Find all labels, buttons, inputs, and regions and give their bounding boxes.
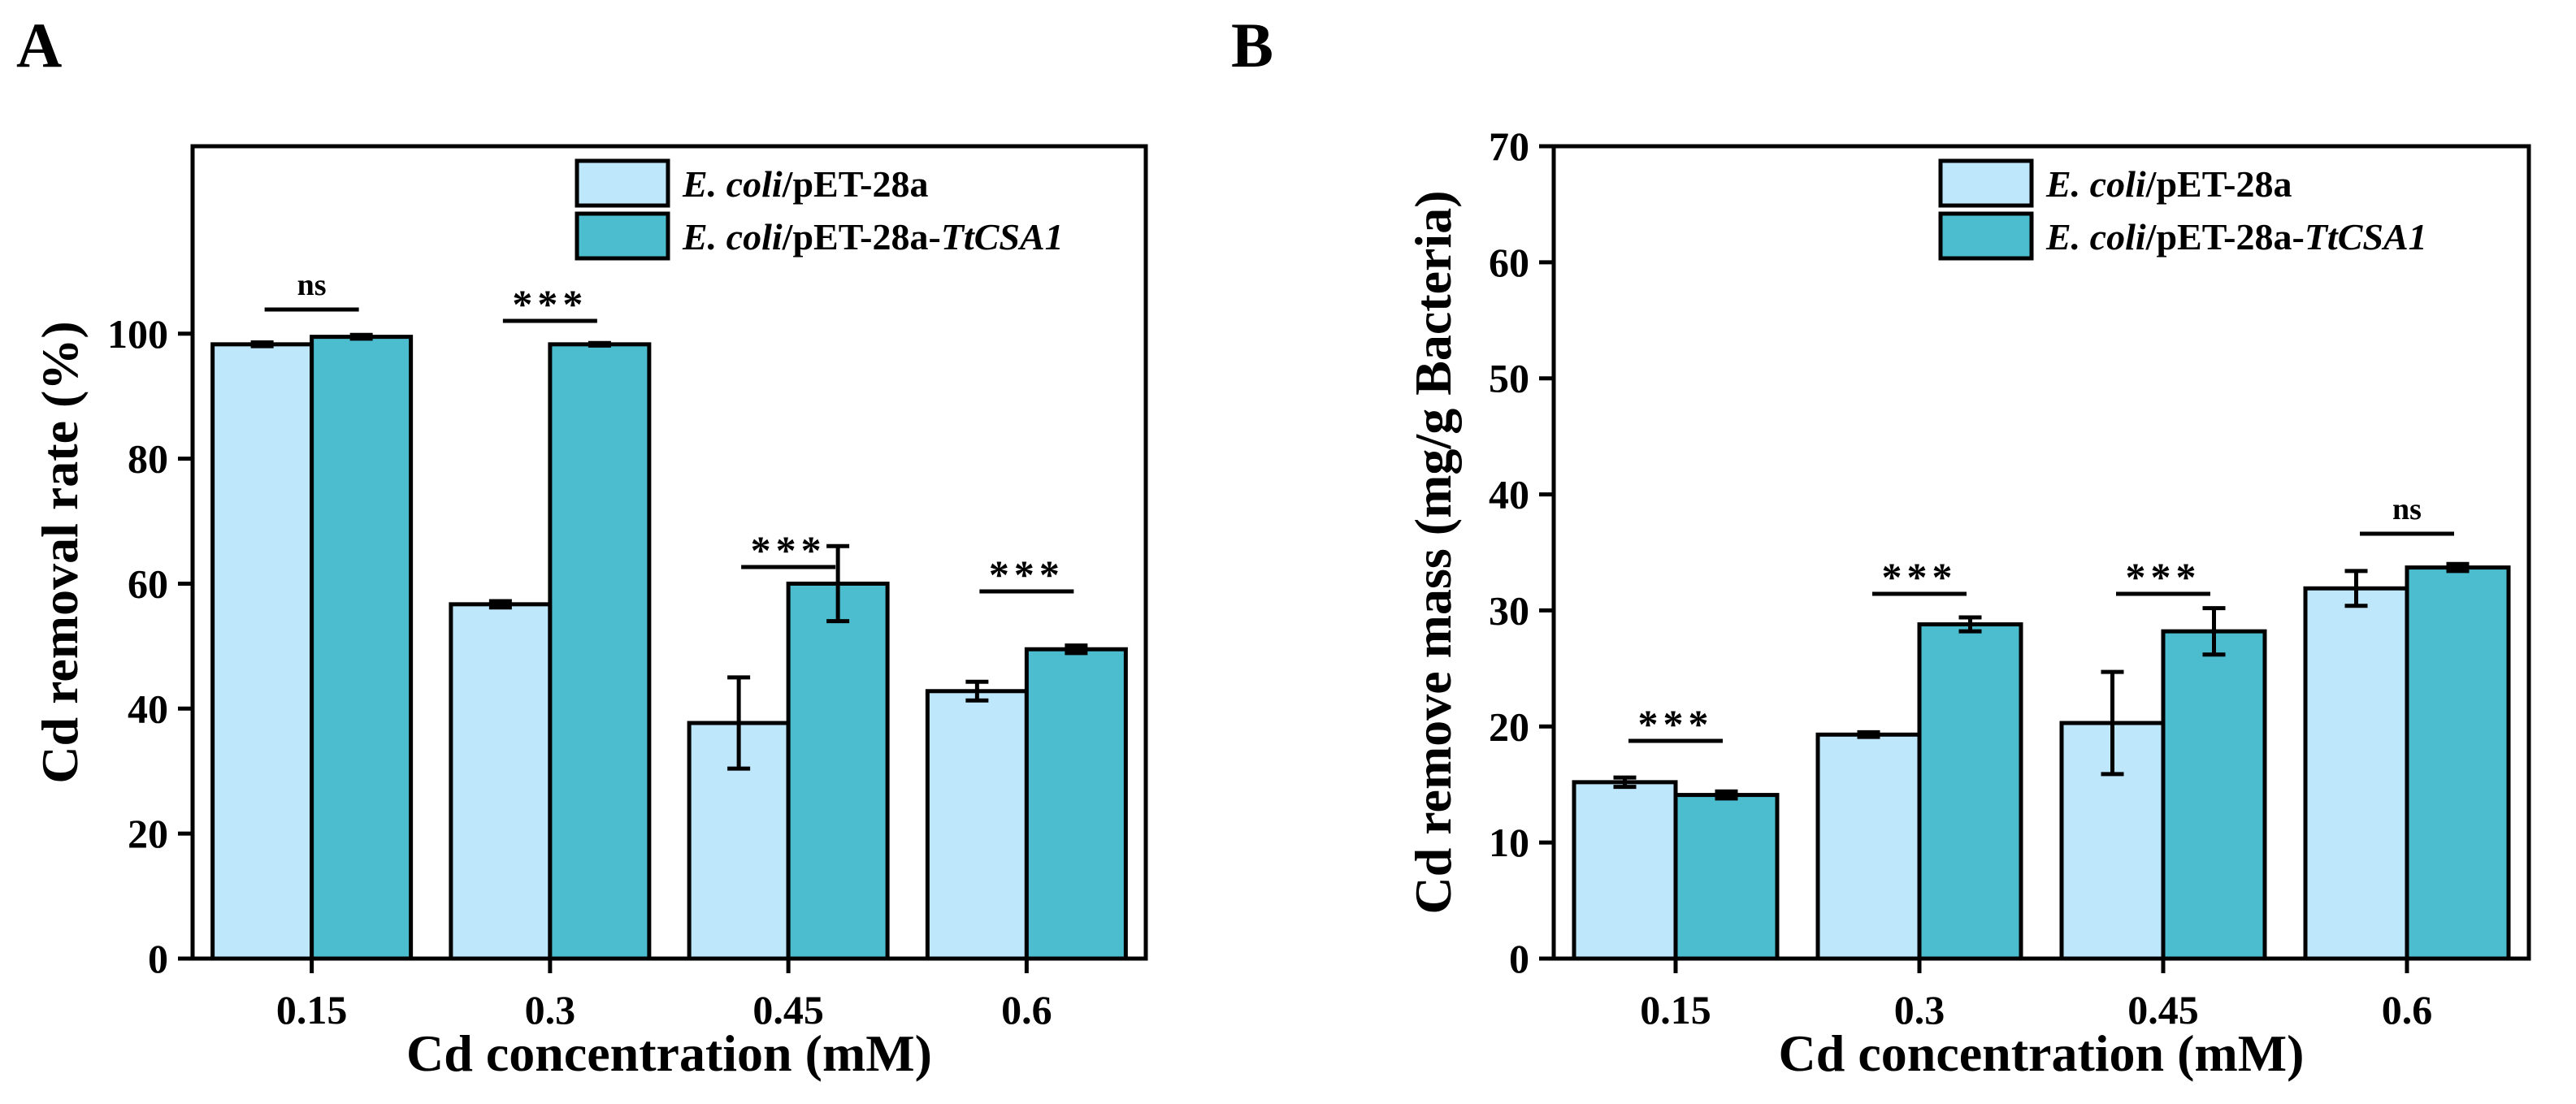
bar-b-s2-0.45 bbox=[2161, 629, 2267, 961]
legend-swatch-b-s1 bbox=[1938, 158, 2034, 208]
error-bar-a-s2-0.45 bbox=[826, 543, 850, 624]
sig-label-b-0.45: *** bbox=[2126, 554, 2201, 600]
sig-label-a-0.3: *** bbox=[512, 281, 588, 327]
error-bar-b-s2-0.3 bbox=[1958, 615, 1982, 634]
y-axis-label-a: Cd removal rate (%) bbox=[31, 321, 89, 783]
y-tick-label-b-40: 40 bbox=[1489, 472, 1529, 517]
error-bar-a-s1-0.45 bbox=[727, 675, 751, 771]
y-axis-label-b: Cd remove mass (mg/g Bacteria) bbox=[1404, 190, 1462, 914]
error-bar-b-s1-0.15 bbox=[1613, 775, 1637, 790]
sig-label-b-0.3: *** bbox=[1882, 554, 1958, 600]
legend-label-a-s1: E. coli/pET-28a bbox=[682, 163, 929, 205]
bar-a-s2-0.3 bbox=[548, 342, 652, 961]
bar-a-s1-0.15 bbox=[210, 342, 314, 961]
y-tick-label-b-10: 10 bbox=[1489, 820, 1529, 865]
error-bar-a-s1-0.6 bbox=[965, 679, 989, 703]
x-tick-label-b-0.45: 0.45 bbox=[2127, 987, 2199, 1033]
legend-label-a-s2: E. coli/pET-28a-TtCSA1 bbox=[682, 216, 1064, 258]
x-tick-label-a-0.3: 0.3 bbox=[525, 987, 576, 1033]
error-bar-b-s1-0.3 bbox=[1857, 730, 1880, 739]
y-tick-label-b-50: 50 bbox=[1489, 356, 1529, 401]
y-tick-label-a-60: 60 bbox=[128, 561, 168, 606]
x-tick-label-a-0.45: 0.45 bbox=[752, 987, 824, 1033]
panel-a: A ns *** *** *** 0 20 40 60 80 100 0.15 0.3 0.45 0.6 C… bbox=[16, 10, 1148, 1082]
error-bar-a-s2-0.3 bbox=[588, 340, 611, 348]
legend-swatch-b-s2 bbox=[1938, 211, 2034, 261]
x-axis-label-b: Cd concentration (mM) bbox=[1779, 1024, 2305, 1082]
bar-b-s1-0.3 bbox=[1815, 732, 1922, 961]
bar-b-s2-0.15 bbox=[1673, 793, 1780, 961]
legend-label-b-s1: E. coli/pET-28a bbox=[2045, 163, 2292, 205]
error-bar-b-s1-0.6 bbox=[2344, 569, 2368, 608]
error-bar-a-s2-0.6 bbox=[1065, 643, 1088, 656]
x-tick-label-b-0.15: 0.15 bbox=[1640, 987, 1711, 1033]
error-bar-a-s1-0.15 bbox=[250, 340, 274, 349]
bar-b-s1-0.15 bbox=[1572, 780, 1678, 961]
legend-swatch-a-s2 bbox=[575, 211, 670, 261]
sig-label-a-0.45: *** bbox=[751, 527, 826, 573]
bar-b-s1-0.6 bbox=[2303, 586, 2409, 961]
y-tick-label-b-70: 70 bbox=[1489, 123, 1529, 169]
y-tick-label-a-80: 80 bbox=[128, 436, 168, 482]
sig-label-b-0.15: *** bbox=[1638, 701, 1714, 747]
sig-label-a-0.6: *** bbox=[989, 552, 1065, 597]
bar-a-s2-0.6 bbox=[1024, 647, 1128, 961]
bar-a-s2-0.45 bbox=[786, 581, 890, 961]
legend-swatch-a-s1 bbox=[575, 158, 670, 208]
bar-a-s1-0.6 bbox=[925, 689, 1029, 961]
error-bar-a-s1-0.3 bbox=[488, 599, 512, 610]
error-bar-b-s2-0.45 bbox=[2202, 606, 2226, 657]
error-bar-b-s1-0.45 bbox=[2101, 669, 2124, 777]
y-tick-label-b-30: 30 bbox=[1489, 587, 1529, 633]
x-tick-label-b-0.3: 0.3 bbox=[1894, 987, 1945, 1033]
y-tick-label-a-100: 100 bbox=[107, 311, 168, 357]
plot-frame-b bbox=[1551, 144, 2531, 961]
bar-a-s1-0.3 bbox=[449, 602, 553, 961]
x-tick-label-b-0.6: 0.6 bbox=[2382, 987, 2433, 1033]
panel-label-b: B bbox=[1231, 10, 1273, 80]
y-tick-label-b-0: 0 bbox=[1509, 936, 1529, 981]
y-tick-label-b-60: 60 bbox=[1489, 240, 1529, 285]
bar-b-s2-0.3 bbox=[1917, 622, 2023, 961]
bar-a-s2-0.15 bbox=[310, 335, 414, 961]
plot-frame-a bbox=[190, 144, 1148, 961]
error-bar-b-s2-0.15 bbox=[1715, 789, 1738, 801]
x-tick-label-a-0.6: 0.6 bbox=[1001, 987, 1052, 1033]
y-tick-label-a-20: 20 bbox=[128, 811, 168, 856]
legend-label-b-s2: E. coli/pET-28a-TtCSA1 bbox=[2045, 216, 2427, 258]
panel-label-a: A bbox=[16, 10, 62, 80]
panel-b: B *** *** *** ns 0 10 20 30 40 50 60 70 0.15 0.3 0.45 0… bbox=[1231, 10, 2531, 1082]
error-bar-b-s2-0.6 bbox=[2446, 561, 2470, 574]
error-bar-a-s2-0.15 bbox=[349, 332, 373, 341]
x-tick-label-a-0.15: 0.15 bbox=[276, 987, 348, 1033]
sig-label-b-0.6: ns bbox=[2392, 492, 2422, 526]
y-tick-label-a-0: 0 bbox=[148, 936, 168, 981]
y-tick-label-b-20: 20 bbox=[1489, 704, 1529, 749]
sig-label-a-0.15: ns bbox=[297, 268, 327, 302]
bar-b-s2-0.6 bbox=[2405, 565, 2511, 961]
y-tick-label-a-40: 40 bbox=[128, 686, 168, 731]
x-axis-label-a: Cd concentration (mM) bbox=[406, 1024, 932, 1082]
